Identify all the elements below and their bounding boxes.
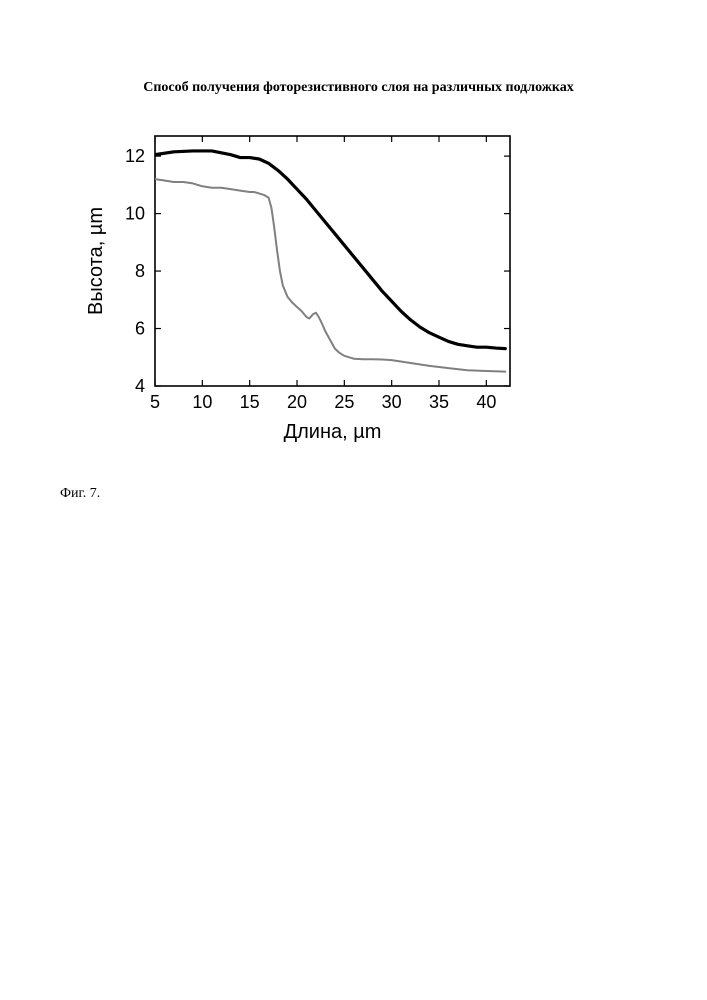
x-axis-label: Длина, µm — [284, 421, 382, 443]
y-tick-label: 12 — [125, 146, 145, 166]
x-tick-label: 10 — [192, 392, 212, 412]
x-tick-label: 40 — [476, 392, 496, 412]
y-tick-label: 6 — [135, 319, 145, 339]
y-tick-label: 8 — [135, 261, 145, 281]
y-tick-label: 10 — [125, 204, 145, 224]
y-axis-label: Высота, µm — [85, 207, 107, 315]
x-tick-label: 30 — [382, 392, 402, 412]
page-title: Способ получения фоторезистивного слоя н… — [60, 80, 657, 96]
x-tick-label: 15 — [240, 392, 260, 412]
y-tick-label: 4 — [135, 376, 145, 396]
x-tick-label: 20 — [287, 392, 307, 412]
x-tick-label: 35 — [429, 392, 449, 412]
figure-caption: Фиг. 7. — [60, 486, 657, 502]
x-tick-label: 25 — [334, 392, 354, 412]
chart: 5 10 15 20 25 30 35 40 4 6 8 10 12 Длина, µm Высота, µ… — [80, 126, 520, 456]
x-tick-label: 5 — [150, 392, 160, 412]
